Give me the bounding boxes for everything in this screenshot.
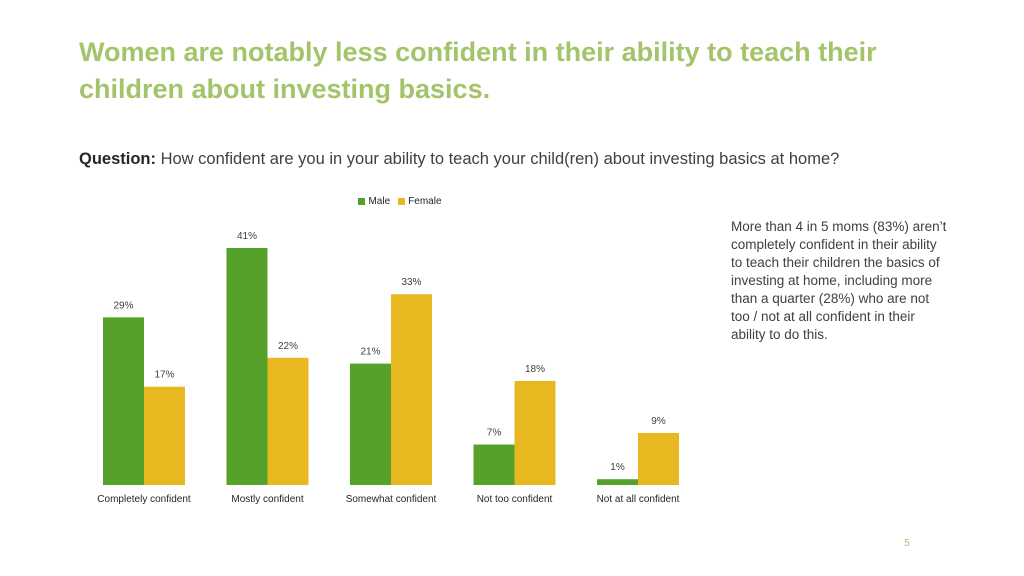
bar-male-completely-confident	[103, 317, 144, 485]
bar-male-somewhat-confident	[350, 363, 391, 485]
legend-item-female: Female	[398, 196, 442, 207]
legend-item-male: Male	[358, 196, 390, 207]
data-label-male-not-too-confident: 7%	[487, 428, 502, 439]
data-label-male-not-at-all-confident: 1%	[610, 462, 625, 473]
slide-title: Women are notably less confident in thei…	[79, 37, 877, 104]
data-label-male-somewhat-confident: 21%	[360, 347, 380, 358]
legend-label-male: Male	[368, 196, 391, 207]
category-label-somewhat-confident: Somewhat confident	[346, 494, 437, 505]
callout-note: More than 4 in 5 moms (83%) aren’t compl…	[731, 219, 947, 342]
legend-swatch-male	[358, 198, 366, 205]
chart-legend: Male Female	[340, 196, 460, 207]
bar-male-not-too-confident	[473, 444, 515, 485]
question-label: Question:	[79, 150, 156, 168]
data-label-female-not-too-confident: 18%	[525, 364, 545, 375]
bar-female-not-too-confident	[514, 380, 556, 485]
question-line: Question: How confident are you in your …	[79, 150, 979, 169]
category-label-completely-confident: Completely confident	[97, 494, 191, 505]
bar-female-completely-confident	[144, 386, 185, 485]
bar-male-not-at-all-confident	[597, 479, 638, 485]
legend-swatch-female	[398, 198, 406, 205]
category-label-not-too-confident: Not too confident	[477, 494, 553, 505]
data-label-female-not-at-all-confident: 9%	[651, 416, 666, 427]
data-label-male-mostly-confident: 41%	[237, 231, 257, 242]
category-label-not-at-all-confident: Not at all confident	[597, 494, 680, 505]
bar-female-somewhat-confident	[391, 294, 432, 485]
data-label-female-somewhat-confident: 33%	[401, 277, 421, 288]
bar-male-mostly-confident	[226, 248, 268, 485]
data-label-female-completely-confident: 17%	[154, 370, 174, 381]
legend-label-female: Female	[408, 196, 442, 207]
data-label-male-completely-confident: 29%	[113, 300, 133, 311]
bar-female-not-at-all-confident	[638, 432, 679, 485]
page-number: 5	[904, 538, 910, 549]
bar-female-mostly-confident	[267, 357, 309, 485]
question-text: How confident are you in your ability to…	[160, 150, 840, 168]
category-label-mostly-confident: Mostly confident	[231, 494, 303, 505]
data-label-female-mostly-confident: 22%	[278, 341, 298, 352]
